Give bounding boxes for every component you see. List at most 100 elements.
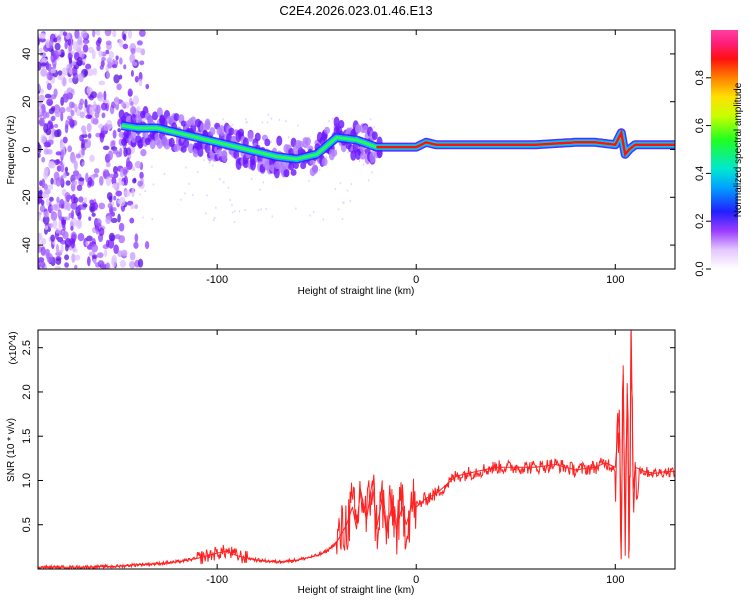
spectrogram-y-tick-label: 0 <box>21 146 33 152</box>
noise-speck <box>48 223 54 229</box>
noise-speck <box>93 100 97 109</box>
noise-speck <box>72 60 77 66</box>
figure-title: C2E4.2026.023.01.46.E13 <box>279 3 432 18</box>
colorbar-tick-label: 0.4 <box>694 166 706 181</box>
noise-speck <box>119 259 126 268</box>
noise-speck <box>49 38 54 49</box>
noise-speck <box>60 163 65 173</box>
noise-speck <box>61 67 68 77</box>
ridge-halo <box>362 124 369 134</box>
noise-speck <box>105 40 112 46</box>
ridge-halo <box>247 130 254 142</box>
snr-y-multiplier: (x10^4) <box>8 331 19 364</box>
noise-speck <box>87 176 93 186</box>
noise-speck <box>112 30 117 38</box>
noise-speck <box>115 190 123 197</box>
noise-speck <box>76 184 83 192</box>
ridge-halo <box>228 127 235 136</box>
spectrogram-panel: -100 0 100 -40 -20 0 20 40 Height of straight … <box>6 29 676 297</box>
spectrogram-y-tick-label: -40 <box>21 237 33 253</box>
noise-speck <box>98 227 105 237</box>
noise-speck <box>231 123 234 126</box>
noise-speck <box>56 196 60 204</box>
noise-speck <box>99 65 104 70</box>
noise-speck <box>308 180 310 183</box>
noise-speck <box>92 118 99 125</box>
noise-speck <box>40 32 46 40</box>
noise-speck <box>74 103 78 113</box>
noise-speck <box>123 175 128 186</box>
noise-speck <box>100 102 108 111</box>
noise-speck <box>92 30 96 38</box>
noise-speck <box>50 211 58 221</box>
noise-speck <box>120 249 128 257</box>
ridge-halo <box>218 125 225 137</box>
noise-speck <box>71 180 78 186</box>
noise-speck <box>113 74 120 84</box>
noise-speck <box>38 94 45 102</box>
noise-speck <box>68 118 74 127</box>
colorbar-tick-label: 0.6 <box>694 118 706 133</box>
colorbar: 0.0 0.2 0.4 0.6 0.8 Normalized spectral ampl… <box>694 30 744 277</box>
noise-speck <box>38 152 41 158</box>
noise-speck <box>130 105 137 116</box>
ridge-halo <box>297 140 304 149</box>
noise-speck <box>111 64 118 69</box>
noise-speck <box>70 109 75 117</box>
ridge-halo <box>156 139 163 149</box>
noise-speck <box>129 251 136 261</box>
noise-speck <box>111 176 117 185</box>
noise-speck <box>132 95 139 106</box>
noise-speck <box>262 181 265 184</box>
noise-speck <box>57 74 65 81</box>
noise-speck <box>42 215 50 225</box>
noise-speck <box>101 112 106 119</box>
noise-speck <box>40 261 46 269</box>
noise-speck <box>140 148 147 157</box>
noise-speck <box>38 117 45 127</box>
noise-speck <box>40 62 47 67</box>
snr-background <box>38 330 675 569</box>
noise-speck <box>62 225 66 232</box>
noise-speck <box>139 193 141 196</box>
noise-speck <box>77 233 85 242</box>
noise-speck <box>67 145 73 153</box>
noise-speck <box>73 174 78 180</box>
noise-speck <box>209 161 211 164</box>
noise-speck <box>309 214 311 217</box>
spectrogram-y-tick-label: 20 <box>21 96 33 108</box>
noise-speck <box>97 260 105 268</box>
noise-speck <box>50 94 57 100</box>
ridge-halo <box>130 114 137 125</box>
noise-speck <box>139 171 144 180</box>
noise-speck <box>349 200 352 203</box>
snr-panel: -100 0 100 0.5 1.0 1.5 2.0 2.5 Height of strai… <box>6 329 676 596</box>
noise-speck <box>111 211 116 217</box>
snr-y-tick-label: 0.5 <box>21 517 33 532</box>
noise-speck <box>231 204 233 207</box>
spectrogram-ridge <box>118 106 675 179</box>
noise-speck <box>64 123 69 134</box>
noise-speck <box>278 118 281 121</box>
noise-speck <box>78 177 85 182</box>
noise-speck <box>86 235 93 242</box>
noise-speck <box>48 160 54 169</box>
noise-speck <box>111 183 118 189</box>
noise-speck <box>40 68 47 77</box>
noise-speck <box>85 63 92 70</box>
noise-speck <box>215 206 217 209</box>
noise-speck <box>56 158 60 164</box>
ridge-halo <box>350 150 357 161</box>
noise-speck <box>337 208 340 211</box>
noise-speck <box>122 33 127 41</box>
noise-speck <box>67 33 71 39</box>
noise-speck <box>104 30 112 37</box>
noise-speck <box>68 101 74 109</box>
noise-speck <box>90 91 98 99</box>
noise-speck <box>55 228 59 234</box>
noise-speck <box>250 177 253 180</box>
ridge-halo <box>190 116 197 126</box>
noise-speck <box>132 178 137 184</box>
noise-speck <box>51 115 56 122</box>
ridge-halo <box>118 131 125 138</box>
